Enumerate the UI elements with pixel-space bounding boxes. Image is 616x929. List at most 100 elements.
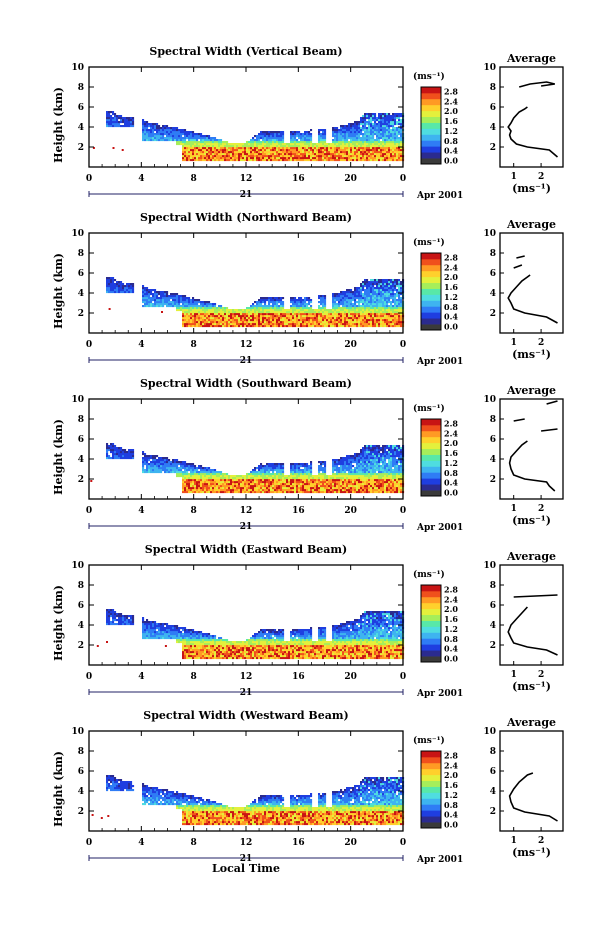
x-tick-label: 16 (292, 174, 305, 184)
heatmap-cell (206, 323, 209, 326)
heatmap-cell (346, 315, 349, 318)
heatmap-cell (388, 317, 391, 320)
heatmap-cell (306, 311, 309, 314)
heatmap-cell (196, 137, 199, 140)
heatmap-cell (360, 153, 363, 156)
heatmap-cell (242, 309, 245, 312)
heatmap-cell (392, 317, 395, 320)
heatmap-cell (330, 159, 333, 162)
heatmap-cell (174, 295, 177, 298)
heatmap-cell (346, 129, 349, 132)
heatmap-cell (384, 295, 387, 298)
heatmap-cell (122, 117, 125, 120)
heatmap-cell (274, 463, 277, 466)
heatmap-cell (398, 311, 401, 314)
heatmap-cell (180, 473, 183, 476)
heatmap-cell (336, 297, 339, 300)
heatmap-cell (280, 483, 283, 486)
heatmap-cell (150, 291, 153, 294)
heatmap-cell (296, 135, 299, 138)
heatmap-cell (400, 139, 403, 142)
heatmap-cell (240, 323, 243, 326)
heatmap-cell (284, 159, 287, 162)
heatmap-cell (384, 143, 387, 146)
heatmap-cell (110, 125, 113, 128)
heatmap-cell (392, 325, 395, 328)
heatmap-cell (198, 315, 201, 318)
heatmap-cell (320, 307, 323, 310)
heatmap-cell (182, 147, 185, 150)
heatmap-cell (342, 155, 345, 158)
heatmap-cell (272, 157, 275, 160)
heatmap-cell (278, 483, 281, 486)
heatmap-cell (314, 147, 317, 150)
heatmap-cell (360, 285, 363, 288)
average-x-label: (ms⁻¹) (512, 182, 551, 195)
heatmap-cell (392, 155, 395, 158)
heatmap-cell (372, 321, 375, 324)
heatmap-cell (344, 311, 347, 314)
heatmap-cell (362, 135, 365, 138)
heatmap-cell (198, 473, 201, 476)
heatmap-cell (198, 157, 201, 160)
heatmap-cell (392, 293, 395, 296)
heatmap-cell (272, 149, 275, 152)
heatmap-cell (228, 159, 231, 162)
heatmap-cell (380, 141, 383, 144)
heatmap-cell (336, 137, 339, 140)
heatmap-cell (162, 465, 165, 468)
heatmap-cell (152, 467, 155, 470)
heatmap-cell (262, 319, 265, 322)
heatmap-cell (204, 471, 207, 474)
heatmap-cell (386, 297, 389, 300)
heatmap-cell (240, 485, 243, 488)
heatmap-cell (398, 287, 401, 290)
heatmap-cell (216, 475, 219, 478)
heatmap-cell (158, 135, 161, 138)
heatmap-cell (388, 307, 391, 310)
heatmap-cell (182, 477, 185, 480)
heatmap-cell (360, 157, 363, 160)
heatmap-cell (368, 321, 371, 324)
heatmap-cell (172, 471, 175, 474)
heatmap-cell (280, 325, 283, 328)
heatmap-cell (166, 135, 169, 138)
heatmap-cell (230, 155, 233, 158)
heatmap-cell (374, 299, 377, 302)
heatmap-cell (310, 323, 313, 326)
average-frame (499, 66, 564, 168)
heatmap-cell (370, 137, 373, 140)
heatmap-cell (276, 323, 279, 326)
heatmap-cell (370, 303, 373, 306)
heatmap-cell (234, 311, 237, 314)
heatmap-cell (272, 321, 275, 324)
heatmap-cell (300, 137, 303, 140)
heatmap-cell (230, 485, 233, 488)
heatmap-cell (398, 133, 401, 136)
heatmap-cell (106, 113, 109, 116)
heatmap-cell (254, 155, 257, 158)
heatmap-cell (352, 135, 355, 138)
heatmap-cell (364, 121, 367, 124)
heatmap-cell (394, 297, 397, 300)
heatmap-cell (342, 305, 345, 308)
heatmap-cell (366, 305, 369, 308)
heatmap-cell (364, 135, 367, 138)
heatmap-cell (350, 125, 353, 128)
heatmap-cell (312, 157, 315, 160)
heatmap-cell (192, 471, 195, 474)
heatmap-cell (358, 323, 361, 326)
heatmap-cell (362, 143, 365, 146)
heatmap-cell (194, 303, 197, 306)
heatmap-cell (294, 139, 297, 142)
heatmap-cell (400, 287, 403, 290)
heatmap-cell (310, 325, 313, 328)
average-x-tick-label: 1 (511, 172, 517, 182)
heatmap-cell (360, 311, 363, 314)
heatmap-cell (258, 159, 261, 162)
heatmap-cell (392, 305, 395, 308)
heatmap-cell (116, 123, 119, 126)
heatmap-cell (174, 127, 177, 130)
heatmap-cell (144, 457, 147, 460)
heatmap-cell (142, 137, 145, 140)
